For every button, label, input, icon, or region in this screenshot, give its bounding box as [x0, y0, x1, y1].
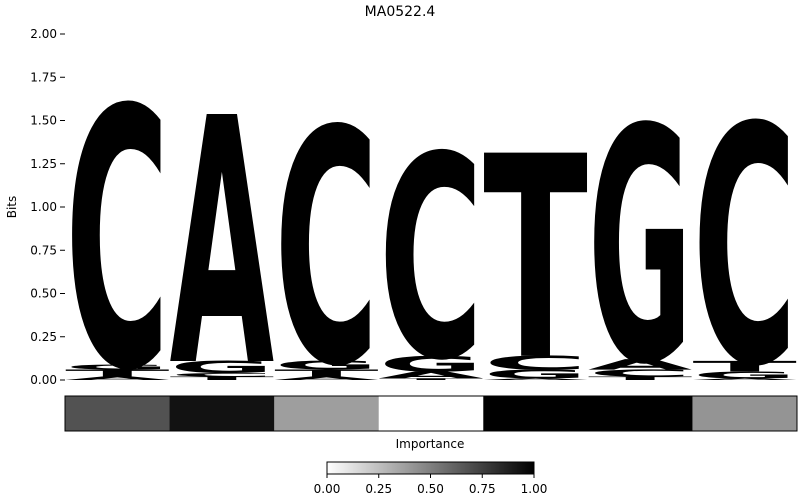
importance-cell — [692, 396, 798, 431]
logo-letter-a: A — [65, 376, 170, 382]
chart-title: MA0522.4 — [365, 4, 436, 20]
logo-letter-g: G — [692, 369, 797, 380]
logo-letter-c: C — [379, 99, 484, 423]
logo-letter-t: T — [588, 376, 693, 382]
colorbar-tick-label: 1.00 — [521, 482, 548, 496]
logo-letter-a: A — [588, 356, 693, 373]
logo-letter-a: A — [274, 376, 379, 382]
y-axis-label: Bits — [5, 196, 19, 219]
logo-letter-t: T — [379, 378, 484, 381]
logo-letter-t: T — [65, 368, 170, 379]
colorbar-tick-label: 0.50 — [417, 482, 444, 496]
logo-letter-c: C — [65, 35, 170, 449]
logo-letter-c: C — [483, 352, 588, 374]
importance-cell — [65, 396, 171, 431]
logo-letter-t: T — [483, 98, 588, 423]
logo-letter-c: C — [274, 62, 379, 437]
y-tick-label: 0.75 — [30, 243, 57, 257]
importance-label: Importance — [396, 437, 465, 451]
logo-letter-t: T — [692, 358, 797, 375]
colorbar-tick-label: 0.75 — [469, 482, 496, 496]
importance-cell — [587, 396, 693, 431]
importance-colorbar: 0.00 0.25 0.50 0.75 1.00 — [314, 461, 548, 496]
y-tick-label: 1.00 — [30, 200, 57, 214]
logo-letter-a: A — [170, 47, 276, 441]
importance-cell — [483, 396, 589, 431]
importance-cell — [378, 396, 484, 431]
logo-letter-c: C — [692, 59, 797, 439]
logo-letter-g: G — [170, 358, 275, 377]
y-tick-label: 1.25 — [30, 157, 57, 171]
logo-letter-c: C — [588, 368, 693, 379]
y-tick-label: 0.50 — [30, 287, 57, 301]
importance-cell — [274, 396, 380, 431]
logo-letter-a: A — [483, 378, 588, 381]
y-tick-label: 1.75 — [30, 70, 57, 84]
importance-cell — [169, 396, 275, 431]
y-tick-label: 0.00 — [30, 373, 57, 387]
y-tick-label: 1.50 — [30, 114, 57, 128]
colorbar-gradient — [326, 461, 535, 475]
y-tick-label: 0.25 — [30, 330, 57, 344]
colorbar-tick-label: 0.00 — [314, 482, 341, 496]
y-tick-label: 2.00 — [30, 27, 57, 41]
logo-letter-t: T — [274, 368, 379, 379]
importance-heatmap — [64, 395, 798, 432]
logo-letter-t: T — [170, 376, 275, 382]
logo-letter-c: C — [170, 372, 275, 378]
logo-letter-g: G — [65, 363, 170, 371]
colorbar-tick-label: 0.25 — [365, 482, 392, 496]
logo-letter-g: G — [379, 351, 484, 376]
y-axis: 0.00 0.25 0.50 0.75 1.00 1.25 1.50 1.75 2.00 — [30, 27, 65, 387]
logo-letter-g: G — [274, 359, 379, 373]
logo-letter-a: A — [692, 378, 797, 381]
logo-letter-a: A — [379, 369, 484, 380]
logo-letter-g: G — [588, 61, 693, 436]
heatmap-frame — [64, 395, 798, 432]
logo-letter-g: G — [483, 367, 588, 381]
